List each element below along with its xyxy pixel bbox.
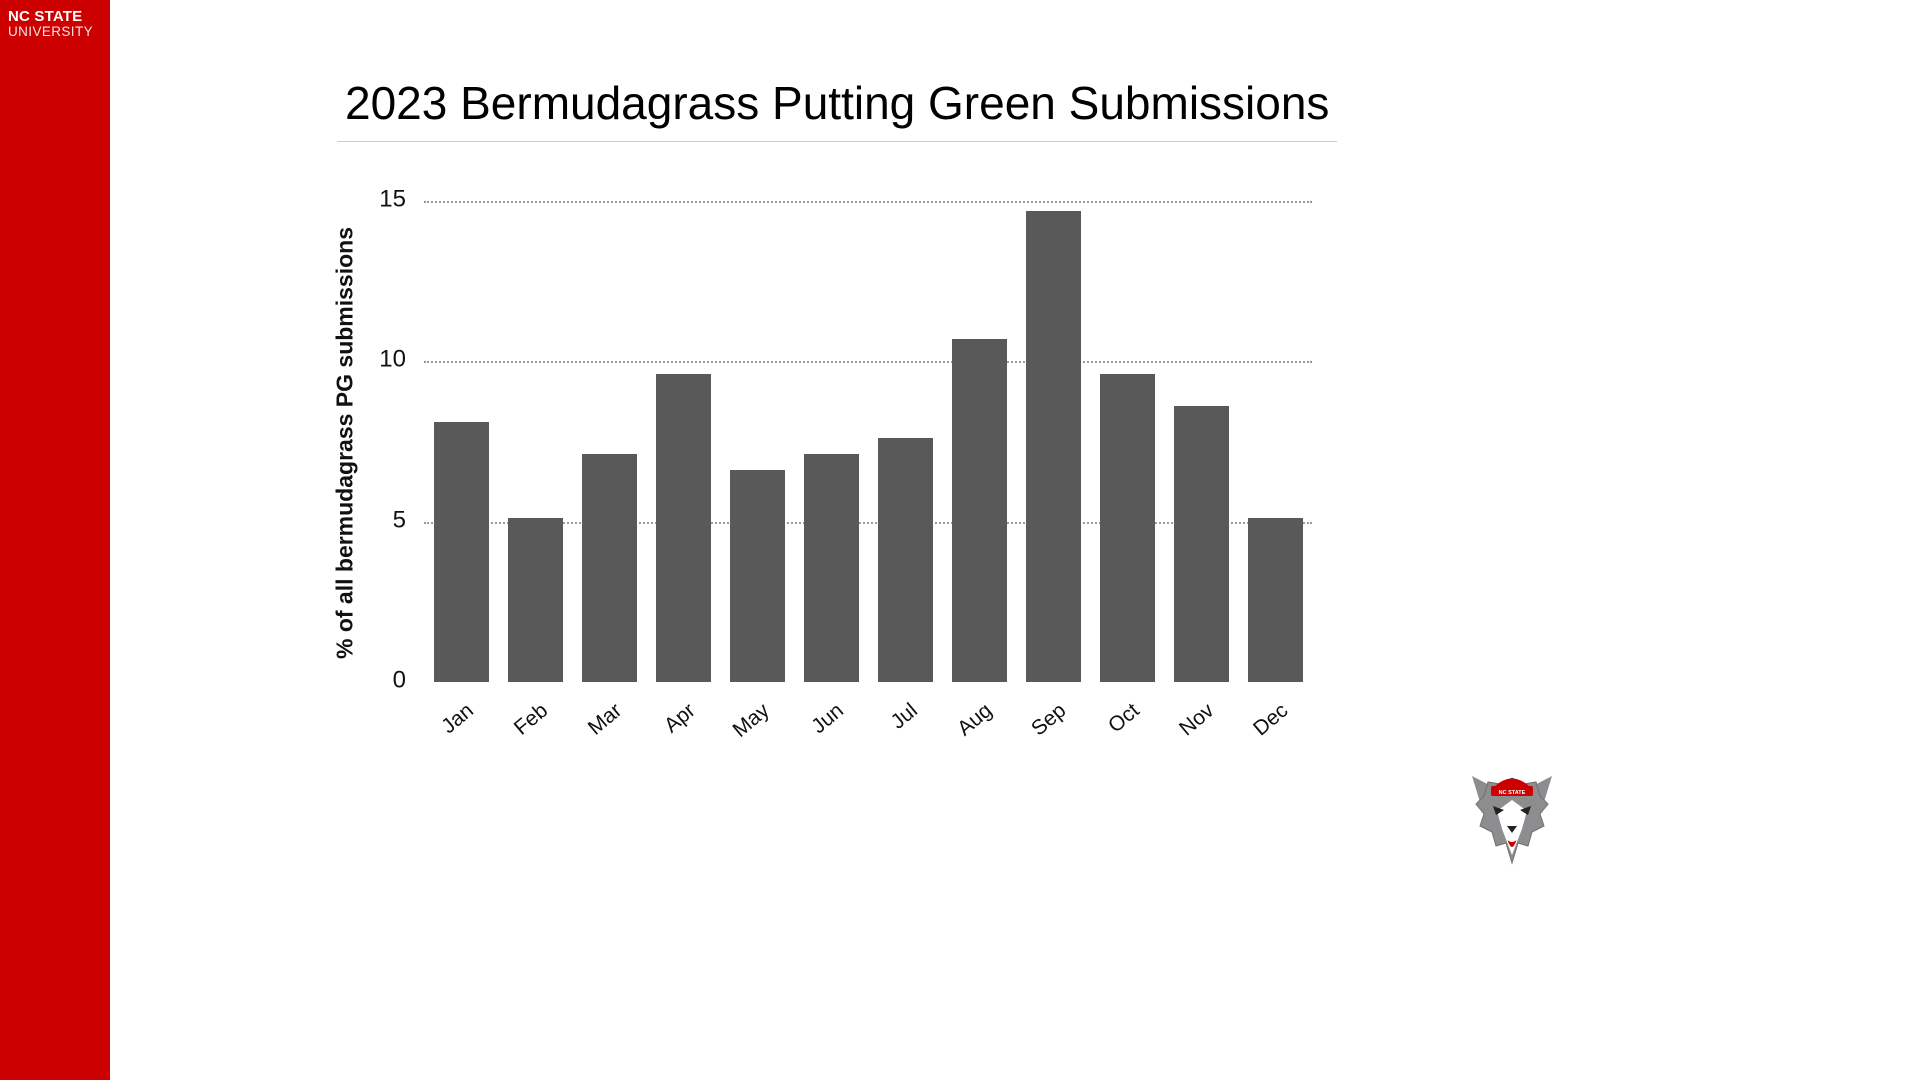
y-tick-label-10: 10 — [379, 345, 406, 373]
bar-may — [729, 470, 785, 682]
bar-jun — [803, 454, 859, 682]
nc-state-wordmark: NC STATE UNIVERSITY — [0, 0, 110, 40]
x-tick-label-sep: Sep — [1026, 698, 1071, 741]
bar-sep — [1025, 210, 1081, 682]
bar-apr — [655, 374, 711, 682]
x-tick-label-mar: Mar — [583, 698, 627, 740]
bar-nov — [1173, 406, 1229, 682]
x-tick-label-nov: Nov — [1174, 698, 1219, 741]
title-underline — [337, 141, 1337, 142]
x-tick-label-aug: Aug — [952, 698, 997, 741]
bar-oct — [1099, 374, 1155, 682]
y-tick-label-15: 15 — [379, 185, 406, 213]
x-tick-label-oct: Oct — [1104, 698, 1145, 738]
x-tick-label-feb: Feb — [509, 698, 553, 740]
brand-subname: UNIVERSITY — [8, 24, 94, 40]
gridline-5 — [424, 521, 1312, 524]
wolf-head-icon: NC STATE — [1472, 776, 1552, 865]
x-tick-label-dec: Dec — [1248, 698, 1293, 741]
chart-title: 2023 Bermudagrass Putting Green Submissi… — [345, 77, 1330, 129]
bar-jul — [877, 438, 933, 682]
gridline-15 — [424, 201, 1312, 203]
x-tick-label-jul: Jul — [886, 698, 923, 734]
bar-aug — [951, 338, 1007, 682]
bar-jan — [433, 422, 489, 682]
x-tick-label-apr: Apr — [660, 698, 701, 738]
bar-feb — [507, 518, 563, 682]
bar-dec — [1247, 518, 1303, 682]
y-tick-label-5: 5 — [392, 506, 406, 534]
y-tick-label-0: 0 — [392, 666, 406, 694]
bar-mar — [581, 454, 637, 682]
brand-name: NC STATE — [8, 8, 83, 25]
nc-state-red-sidebar: NC STATE UNIVERSITY — [0, 0, 110, 1080]
y-axis-label: % of all bermudagrass PG submissions — [331, 226, 358, 660]
bar-chart-plot: 0 5 10 15 Jan Feb Mar Apr May Jun Jul Aug Sep Oct Nov D… — [379, 186, 1312, 742]
gridline-10 — [424, 361, 1312, 364]
mascot-hat-text: NC STATE — [1499, 790, 1526, 796]
x-tick-label-jan: Jan — [437, 698, 479, 739]
x-tick-label-jun: Jun — [807, 698, 849, 739]
wolf-mascot-logo: NC STATE — [1470, 770, 1554, 866]
x-tick-label-may: May — [728, 698, 775, 742]
